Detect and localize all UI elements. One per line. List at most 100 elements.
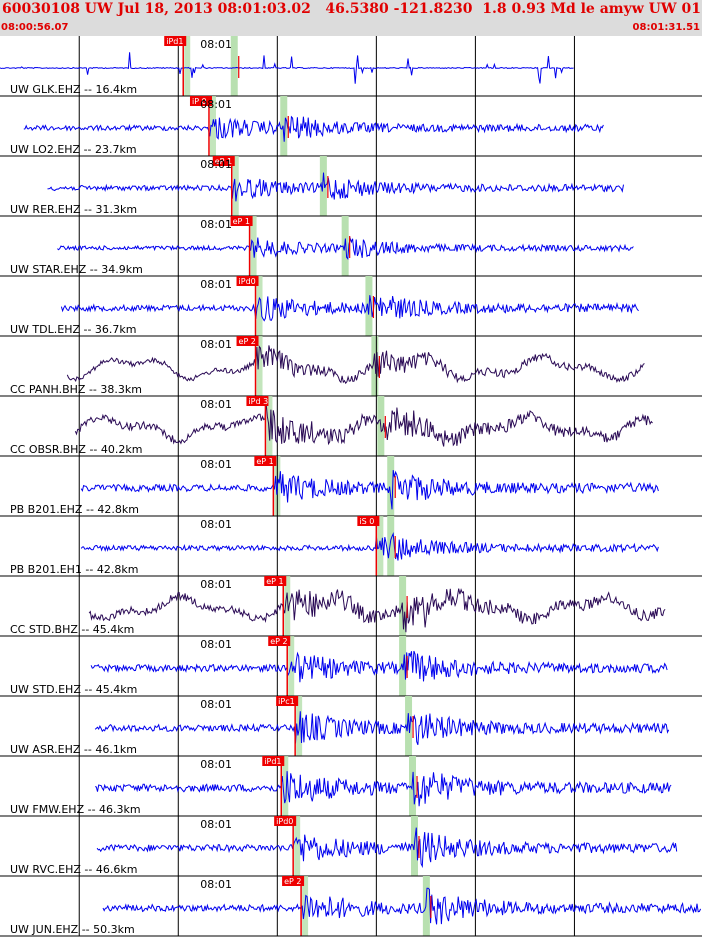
station-trace-14[interactable]: eP 2 08:01 UW JUN.EHZ -- 50.3km <box>0 876 702 937</box>
phase-window <box>280 96 288 156</box>
event-title: 60030108 UW Jul 18, 2013 08:01:03.02 46.… <box>2 1 702 17</box>
seismogram-panel[interactable]: iPd1 08:01 UW GLK.EHZ -- 16.4km iP 0 08:01 UW… <box>0 36 702 938</box>
waveform-line <box>88 588 666 633</box>
waveform-line <box>74 402 653 447</box>
minute-label: 08:01 <box>200 698 232 711</box>
station-label: UW LO2.EHZ -- 23.7km <box>10 143 137 156</box>
pick-label: eP 1 <box>256 457 273 466</box>
station-trace-10[interactable]: eP 2 08:01 UW STD.EHZ -- 45.4km <box>0 636 702 697</box>
waveform-line <box>0 52 574 84</box>
station-trace-9[interactable]: eP 1 08:01 CC STD.BHZ -- 45.4km <box>0 576 702 637</box>
pick-label-box <box>230 216 253 226</box>
pick-window <box>209 96 216 156</box>
station-trace-1[interactable]: iP 008:01 UW LO2.EHZ -- 23.7km <box>0 96 702 157</box>
waveform-line <box>23 115 604 142</box>
phase-window <box>405 696 413 756</box>
pick-window <box>256 336 263 396</box>
pick-label: eP 2 <box>239 337 256 346</box>
minute-label: 08:01 <box>200 398 232 411</box>
window-start-time: 08:00:56.07 <box>1 22 69 33</box>
station-label: PB B201.EHZ -- 42.8km <box>10 503 139 516</box>
pick-label-box <box>236 336 259 346</box>
station-trace-5[interactable]: eP 2 08:01 CC PANH.BHZ -- 38.3km <box>0 336 702 397</box>
waveform-line <box>60 295 639 322</box>
station-trace-7[interactable]: eP 1 08:01 PB B201.EHZ -- 42.8km <box>0 456 702 517</box>
station-trace-0[interactable]: iPd1 08:01 UW GLK.EHZ -- 16.4km <box>0 36 702 97</box>
pick-label: iPd1 <box>166 37 183 46</box>
phase-window <box>341 216 349 276</box>
minute-label: 08:01 <box>200 518 232 531</box>
station-label: UW GLK.EHZ -- 16.4km <box>10 83 137 96</box>
pick-label: iPd0 <box>276 817 293 826</box>
pick-label-box <box>254 456 277 466</box>
pick-label-box <box>236 276 259 286</box>
pick-label: iPc1 <box>278 697 295 706</box>
minute-label: 08:01 <box>200 578 232 591</box>
pick-label: iS 0 <box>359 517 374 526</box>
pick-window <box>288 636 295 696</box>
phase-window <box>422 876 430 936</box>
waveform-line <box>57 236 634 260</box>
pick-label: iPd0 <box>239 277 256 286</box>
pick-label-box <box>262 756 285 766</box>
station-label: PB B201.EH1 -- 42.8km <box>10 563 138 576</box>
station-label: UW RER.EHZ -- 31.3km <box>10 203 137 216</box>
pick-label-box <box>282 876 305 886</box>
waveform-line <box>47 172 624 202</box>
waveform-line <box>94 711 670 745</box>
phase-window <box>387 516 395 576</box>
station-trace-8[interactable]: iS 0 08:01 PB B201.EH1 -- 42.8km <box>0 516 702 577</box>
waveform-line <box>66 345 645 385</box>
minute-label: 08:01 <box>200 158 232 171</box>
window-end-time: 08:01:31.51 <box>632 22 700 33</box>
station-label: UW FMW.EHZ -- 46.3km <box>10 803 141 816</box>
station-trace-4[interactable]: iPd0 08:01 UW TDL.EHZ -- 36.7km <box>0 276 702 337</box>
waveform-line <box>80 531 659 561</box>
station-trace-13[interactable]: iPd0 08:01 UW RVC.EHZ -- 46.6km <box>0 816 702 877</box>
pick-label-box <box>274 816 297 826</box>
station-label: UW ASR.EHZ -- 46.1km <box>10 743 137 756</box>
pick-label: eP 1 <box>266 577 283 586</box>
waveform-line <box>90 650 668 683</box>
station-label: UW TDL.EHZ -- 36.7km <box>10 323 137 336</box>
pick-label: eP 2 <box>270 637 287 646</box>
pick-label: eP 1 <box>215 157 232 166</box>
pick-label: eP 1 <box>233 217 250 226</box>
station-label: UW JUN.EHZ -- 50.3km <box>10 923 135 936</box>
waveform-line <box>80 470 659 510</box>
station-label: UW STAR.EHZ -- 34.9km <box>10 263 143 276</box>
pick-label: eP 2 <box>284 877 301 886</box>
minute-label: 08:01 <box>200 818 232 831</box>
station-label: CC OBSR.BHZ -- 40.2km <box>10 443 142 456</box>
phase-window <box>387 456 395 516</box>
station-trace-12[interactable]: iPd1 08:01 UW FMW.EHZ -- 46.3km <box>0 756 702 817</box>
minute-label: 08:01 <box>200 458 232 471</box>
minute-label: 08:01 <box>200 38 232 51</box>
station-trace-3[interactable]: eP 108:01 UW STAR.EHZ -- 34.9km <box>0 216 702 277</box>
minute-label: 08:01 <box>200 638 232 651</box>
pick-label: iPd 3 <box>248 397 268 406</box>
pick-label-box <box>264 576 287 586</box>
station-label: UW RVC.EHZ -- 46.6km <box>10 863 137 876</box>
pick-label-box <box>268 636 291 646</box>
minute-label: 08:01 <box>200 758 232 771</box>
station-trace-6[interactable]: iPd 3 08:01 CC OBSR.BHZ -- 40.2km <box>0 396 702 457</box>
event-header: 60030108 UW Jul 18, 2013 08:01:03.02 46.… <box>0 0 702 36</box>
station-label: CC PANH.BHZ -- 38.3km <box>10 383 142 396</box>
pick-window <box>282 756 289 816</box>
minute-label: 08:01 <box>200 878 232 891</box>
pick-window <box>284 576 291 636</box>
pick-label-box <box>246 396 269 406</box>
station-trace-2[interactable]: eP 108:01 UW RER.EHZ -- 31.3km <box>0 156 702 217</box>
pick-window <box>232 156 239 216</box>
station-trace-11[interactable]: iPc1 08:01 UW ASR.EHZ -- 46.1km <box>0 696 702 757</box>
station-label: UW STD.EHZ -- 45.4km <box>10 683 137 696</box>
station-label: CC STD.BHZ -- 45.4km <box>10 623 134 636</box>
pick-window <box>294 816 301 876</box>
phase-window <box>319 156 327 216</box>
pick-label: iPd1 <box>264 757 281 766</box>
minute-label: 08:01 <box>200 218 232 231</box>
waveform-line <box>102 887 702 925</box>
pick-label-box <box>357 516 380 526</box>
